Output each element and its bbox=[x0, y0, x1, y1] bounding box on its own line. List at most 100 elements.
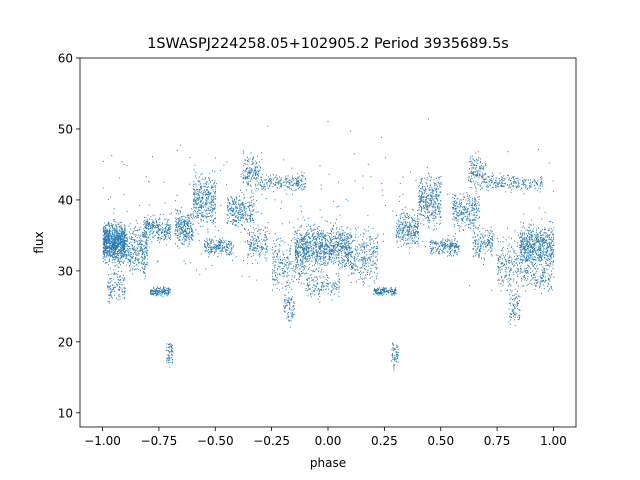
data-point bbox=[340, 236, 342, 239]
data-point bbox=[338, 263, 339, 265]
data-point bbox=[338, 235, 340, 237]
data-point bbox=[316, 289, 318, 292]
data-point bbox=[120, 264, 121, 266]
data-point bbox=[116, 242, 118, 244]
data-point bbox=[394, 292, 395, 294]
data-point bbox=[242, 182, 244, 184]
data-point bbox=[291, 275, 293, 277]
data-point bbox=[309, 281, 311, 283]
data-point bbox=[183, 233, 185, 236]
data-point bbox=[104, 259, 106, 261]
data-point bbox=[107, 232, 109, 234]
data-point bbox=[297, 252, 299, 254]
data-point bbox=[323, 235, 325, 237]
data-point bbox=[258, 170, 260, 172]
data-point bbox=[351, 265, 353, 267]
data-point bbox=[118, 293, 120, 296]
data-point bbox=[136, 263, 138, 265]
data-point bbox=[250, 171, 252, 173]
data-point bbox=[113, 288, 115, 290]
data-point bbox=[212, 208, 214, 210]
data-point bbox=[128, 249, 129, 251]
data-point bbox=[225, 246, 227, 248]
data-point bbox=[145, 236, 147, 239]
data-point bbox=[283, 310, 285, 312]
data-point bbox=[355, 249, 357, 251]
data-point bbox=[305, 249, 307, 251]
data-point bbox=[383, 291, 385, 293]
data-point bbox=[364, 265, 366, 267]
data-point bbox=[218, 243, 219, 246]
data-point bbox=[303, 256, 305, 258]
data-point bbox=[208, 208, 210, 210]
data-point bbox=[144, 257, 146, 259]
data-point bbox=[296, 173, 298, 175]
data-point bbox=[106, 229, 108, 231]
data-point bbox=[355, 265, 357, 267]
data-point bbox=[349, 246, 351, 248]
data-point bbox=[226, 244, 228, 246]
data-point bbox=[146, 219, 148, 221]
data-point bbox=[124, 225, 126, 227]
data-point bbox=[166, 229, 168, 231]
data-point bbox=[296, 179, 298, 181]
data-point bbox=[118, 249, 120, 251]
data-point bbox=[345, 253, 347, 255]
data-point bbox=[112, 235, 113, 237]
data-point bbox=[159, 234, 161, 236]
data-point bbox=[309, 255, 311, 257]
data-point bbox=[326, 264, 328, 266]
data-point bbox=[297, 183, 299, 185]
data-point bbox=[165, 229, 167, 231]
data-point bbox=[107, 236, 109, 238]
data-point bbox=[305, 255, 307, 258]
data-point bbox=[111, 225, 113, 227]
data-point bbox=[275, 274, 276, 276]
data-point bbox=[297, 278, 299, 280]
data-point bbox=[211, 195, 213, 197]
data-point bbox=[202, 215, 204, 217]
data-point bbox=[348, 237, 349, 239]
data-point bbox=[230, 243, 232, 245]
data-point bbox=[359, 272, 360, 274]
data-point bbox=[305, 241, 307, 243]
data-point bbox=[233, 245, 235, 247]
data-point bbox=[287, 268, 289, 270]
data-point bbox=[290, 267, 292, 269]
data-point bbox=[341, 258, 343, 260]
data-point bbox=[150, 290, 152, 292]
data-point bbox=[141, 239, 143, 242]
data-point bbox=[112, 227, 114, 229]
data-point bbox=[134, 248, 136, 250]
data-point bbox=[299, 238, 301, 240]
data-point bbox=[241, 191, 243, 194]
data-point bbox=[246, 239, 248, 242]
data-point bbox=[109, 246, 111, 248]
data-point bbox=[112, 243, 114, 245]
data-point bbox=[263, 186, 265, 188]
data-point bbox=[332, 263, 334, 265]
data-point bbox=[311, 230, 313, 232]
data-point bbox=[243, 206, 245, 208]
data-point bbox=[260, 246, 262, 249]
data-point bbox=[307, 247, 309, 250]
data-point bbox=[109, 234, 111, 236]
data-point bbox=[108, 236, 110, 238]
data-point bbox=[284, 299, 285, 301]
data-point bbox=[114, 234, 116, 237]
data-point bbox=[297, 258, 298, 260]
data-point bbox=[307, 244, 309, 246]
data-point bbox=[295, 232, 297, 234]
data-point bbox=[301, 185, 303, 187]
data-point bbox=[103, 227, 105, 230]
data-point bbox=[233, 221, 234, 223]
data-point bbox=[252, 206, 254, 208]
data-point bbox=[356, 268, 358, 270]
data-point bbox=[232, 210, 234, 212]
data-point bbox=[161, 231, 163, 233]
data-point bbox=[140, 243, 142, 246]
data-point bbox=[319, 245, 321, 247]
data-point bbox=[264, 231, 266, 233]
data-point bbox=[251, 169, 252, 171]
data-point bbox=[188, 225, 190, 227]
